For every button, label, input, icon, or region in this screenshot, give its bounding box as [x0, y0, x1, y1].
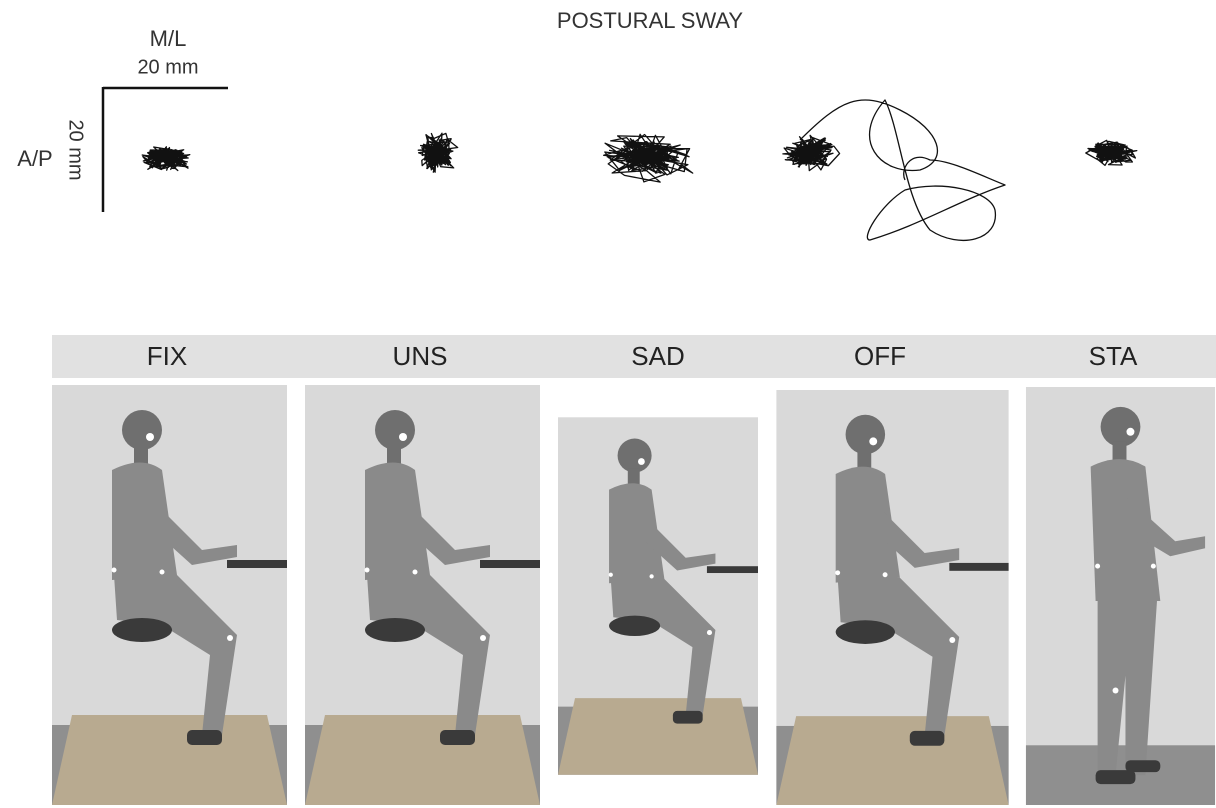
figure-title: POSTURAL SWAY — [557, 8, 744, 33]
condition-label: OFF — [854, 341, 906, 371]
photo — [52, 385, 287, 805]
scale-label: A/P — [17, 146, 52, 171]
photo — [776, 390, 1008, 805]
sway-trace — [1086, 140, 1137, 165]
condition-label: UNS — [393, 341, 448, 371]
figure: POSTURAL SWAY M/L 20 mm A/P 20 mm FIX UN… — [0, 0, 1216, 808]
condition-label: SAD — [631, 341, 684, 371]
photo — [305, 385, 540, 805]
sway-trace — [142, 147, 190, 171]
sway-trace — [418, 133, 457, 172]
condition-label: FIX — [147, 341, 187, 371]
sway-trace — [604, 134, 693, 182]
photo — [558, 417, 758, 774]
sway-trace — [800, 100, 1005, 240]
condition-label: STA — [1089, 341, 1138, 371]
sway-traces — [142, 100, 1137, 240]
scale-bar: M/L 20 mm A/P 20 mm — [17, 26, 228, 212]
scale-length: 20 mm — [65, 119, 87, 180]
scale-length: 20 mm — [137, 56, 198, 78]
sway-trace — [783, 135, 840, 170]
photo — [1026, 387, 1215, 805]
scale-label: M/L — [150, 26, 187, 51]
